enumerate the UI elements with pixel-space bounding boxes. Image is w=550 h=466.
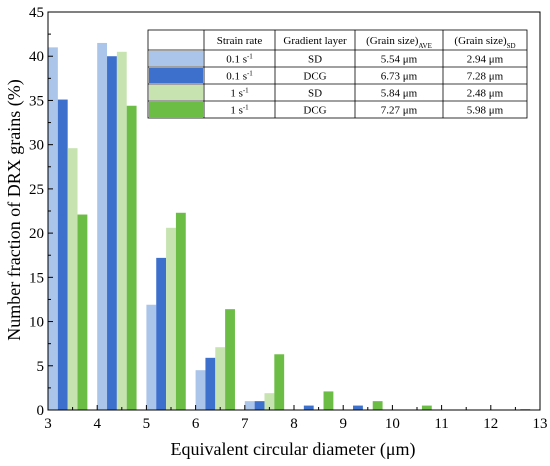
bar — [126, 105, 137, 411]
x-axis-title: Equivalent circular diameter (μm) — [170, 439, 415, 460]
bar — [175, 212, 186, 410]
table-cell-grain-size-ave: 6.73 μm — [381, 71, 418, 83]
table-cell-grain-size-sd: 2.94 μm — [467, 54, 504, 66]
y-tick-label: 45 — [29, 5, 44, 21]
legend-swatch — [149, 85, 203, 100]
y-tick-label: 0 — [37, 403, 45, 419]
y-tick-label: 10 — [29, 315, 44, 331]
y-tick-label: 25 — [29, 182, 44, 198]
table-header: (Grain size)AVE — [366, 35, 432, 50]
bar — [166, 227, 176, 410]
y-tick-label: 5 — [37, 359, 45, 375]
x-tick-label: 12 — [483, 416, 498, 432]
bar — [107, 56, 117, 410]
table-header: (Grain size)SD — [454, 35, 515, 50]
x-tick-label: 3 — [44, 416, 52, 432]
bar — [116, 51, 127, 411]
table-cell-gradient-layer: SD — [308, 88, 322, 100]
x-tick-label: 4 — [93, 416, 101, 432]
table-cell-strain-rate: 0.1 s-1 — [226, 53, 253, 66]
table-cell-grain-size-ave: 5.84 μm — [381, 88, 418, 100]
x-tick-label: 5 — [143, 416, 151, 432]
table-cell-gradient-layer: DCG — [303, 105, 326, 117]
bar — [323, 391, 334, 410]
legend-swatch — [149, 68, 203, 83]
x-tick-label: 7 — [241, 416, 249, 432]
bar — [372, 401, 383, 410]
table-cell-grain-size-sd: 7.28 μm — [467, 71, 504, 83]
x-tick-label: 10 — [385, 416, 400, 432]
x-tick-label: 11 — [434, 416, 448, 432]
bar — [421, 405, 432, 410]
table-frame — [147, 29, 528, 119]
bar — [303, 405, 314, 410]
table-cell-grain-size-sd: 2.48 μm — [467, 88, 504, 100]
x-tick-label: 9 — [339, 416, 347, 432]
bar — [244, 401, 255, 410]
x-tick-label: 6 — [192, 416, 200, 432]
table-cell-grain-size-sd: 5.98 μm — [467, 105, 504, 117]
x-tick-label: 8 — [290, 416, 298, 432]
bar — [264, 393, 275, 410]
table-cell-grain-size-ave: 5.54 μm — [381, 54, 418, 66]
bar — [97, 42, 108, 410]
bar — [274, 354, 285, 410]
legend-table: Strain rate Gradient layer (Grain size)AVE… — [147, 29, 528, 119]
legend-swatch — [149, 51, 203, 66]
bar — [67, 148, 78, 410]
bar — [353, 405, 363, 410]
bar — [254, 401, 265, 410]
bars-group — [48, 42, 531, 411]
y-tick-label: 15 — [29, 270, 44, 286]
bar — [205, 357, 216, 410]
bar — [225, 309, 235, 410]
y-tick-label: 30 — [29, 138, 44, 154]
bar — [215, 347, 226, 410]
table-cell-gradient-layer: SD — [308, 54, 322, 66]
table-cell-gradient-layer: DCG — [303, 71, 326, 83]
x-tick-label: 13 — [533, 416, 548, 432]
y-tick-label: 40 — [29, 49, 44, 65]
bar — [156, 257, 167, 410]
legend-swatch — [149, 102, 203, 117]
bar — [77, 214, 88, 410]
table-cell-strain-rate: 0.1 s-1 — [226, 70, 253, 83]
bar — [48, 47, 58, 410]
table-header: Strain rate — [217, 35, 263, 47]
bar — [195, 370, 206, 410]
y-tick-label: 35 — [29, 93, 44, 109]
bar — [57, 99, 68, 410]
table-cell-grain-size-ave: 7.27 μm — [381, 105, 418, 117]
bar — [146, 304, 157, 410]
table-header: Gradient layer — [283, 35, 347, 47]
y-axis-title: Number fraction of DRX grains (%) — [4, 79, 25, 340]
y-tick-label: 20 — [29, 226, 44, 242]
